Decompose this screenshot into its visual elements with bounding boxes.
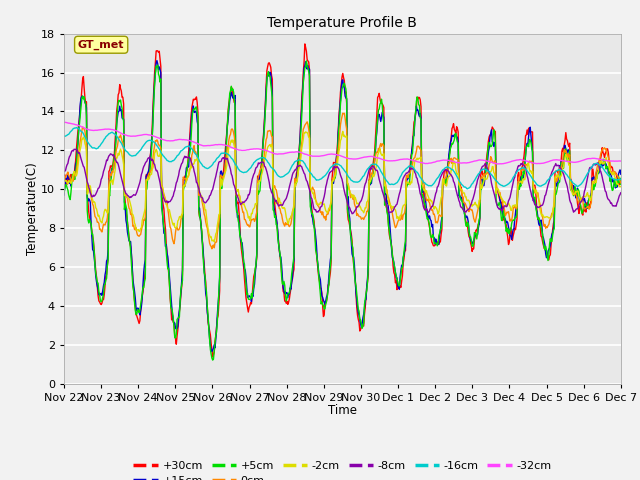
-8cm bbox=[128, 193, 136, 199]
Line: +30cm: +30cm bbox=[64, 44, 621, 357]
0cm bbox=[339, 110, 347, 116]
-32cm bbox=[411, 158, 419, 164]
-32cm bbox=[494, 161, 502, 167]
-32cm bbox=[428, 160, 435, 166]
+15cm bbox=[127, 250, 135, 256]
Y-axis label: Temperature(C): Temperature(C) bbox=[26, 162, 40, 255]
-32cm bbox=[185, 138, 193, 144]
-2cm bbox=[211, 239, 218, 244]
+30cm bbox=[617, 178, 625, 184]
-16cm bbox=[128, 153, 136, 159]
+30cm bbox=[412, 111, 419, 117]
-16cm bbox=[185, 143, 193, 149]
0cm bbox=[412, 152, 419, 157]
-8cm bbox=[71, 146, 79, 152]
+5cm bbox=[412, 107, 419, 113]
-8cm bbox=[70, 146, 78, 152]
-16cm bbox=[214, 155, 222, 160]
X-axis label: Time: Time bbox=[328, 405, 357, 418]
Line: -8cm: -8cm bbox=[64, 149, 621, 214]
-8cm bbox=[412, 171, 419, 177]
0cm bbox=[70, 173, 78, 179]
-16cm bbox=[72, 125, 80, 131]
-8cm bbox=[60, 168, 68, 174]
0cm bbox=[214, 225, 222, 230]
+15cm bbox=[215, 291, 223, 297]
0cm bbox=[127, 211, 135, 216]
-2cm bbox=[184, 175, 192, 180]
-2cm bbox=[428, 198, 436, 204]
+30cm bbox=[127, 252, 135, 257]
+30cm bbox=[184, 158, 192, 164]
-2cm bbox=[60, 175, 68, 181]
Legend: +30cm, +15cm, +5cm, 0cm, -2cm, -8cm, -16cm, -32cm: +30cm, +15cm, +5cm, 0cm, -2cm, -8cm, -16… bbox=[129, 456, 556, 480]
Line: 0cm: 0cm bbox=[64, 113, 621, 249]
Line: -32cm: -32cm bbox=[64, 122, 621, 164]
+5cm bbox=[214, 305, 222, 311]
+15cm bbox=[153, 58, 161, 63]
-2cm bbox=[412, 157, 419, 163]
-16cm bbox=[70, 125, 78, 131]
0cm bbox=[208, 246, 216, 252]
-16cm bbox=[463, 186, 471, 192]
Line: -2cm: -2cm bbox=[64, 132, 621, 241]
-8cm bbox=[428, 204, 436, 209]
0cm bbox=[184, 173, 192, 179]
+15cm bbox=[617, 171, 625, 177]
Line: +15cm: +15cm bbox=[64, 60, 621, 351]
-16cm bbox=[428, 183, 435, 189]
-2cm bbox=[617, 184, 625, 190]
-2cm bbox=[127, 205, 135, 211]
+30cm bbox=[60, 172, 68, 178]
0cm bbox=[617, 180, 625, 186]
-2cm bbox=[214, 218, 222, 224]
+5cm bbox=[617, 181, 625, 187]
+5cm bbox=[428, 235, 436, 240]
-8cm bbox=[617, 190, 625, 196]
+30cm bbox=[428, 239, 436, 245]
Line: -16cm: -16cm bbox=[64, 128, 621, 189]
Text: GT_met: GT_met bbox=[78, 40, 124, 50]
+5cm bbox=[184, 159, 192, 165]
+30cm bbox=[209, 354, 216, 360]
-32cm bbox=[128, 133, 136, 139]
-32cm bbox=[71, 121, 79, 127]
-8cm bbox=[185, 154, 193, 160]
0cm bbox=[428, 207, 436, 213]
+5cm bbox=[303, 58, 310, 64]
-32cm bbox=[61, 120, 68, 125]
+5cm bbox=[60, 190, 68, 195]
-32cm bbox=[60, 120, 68, 125]
+5cm bbox=[127, 261, 135, 266]
+30cm bbox=[214, 313, 222, 319]
-32cm bbox=[214, 142, 222, 147]
-8cm bbox=[348, 211, 356, 216]
+15cm bbox=[185, 164, 193, 169]
-32cm bbox=[617, 158, 625, 164]
+15cm bbox=[428, 224, 436, 230]
+15cm bbox=[412, 111, 419, 117]
0cm bbox=[60, 176, 68, 181]
Title: Temperature Profile B: Temperature Profile B bbox=[268, 16, 417, 30]
+15cm bbox=[208, 348, 216, 354]
+30cm bbox=[301, 41, 308, 47]
+15cm bbox=[60, 192, 68, 198]
-2cm bbox=[70, 168, 78, 174]
-16cm bbox=[60, 133, 68, 139]
-16cm bbox=[411, 167, 419, 173]
+30cm bbox=[70, 174, 78, 180]
-2cm bbox=[339, 129, 347, 134]
+5cm bbox=[70, 175, 78, 181]
-16cm bbox=[617, 176, 625, 182]
+15cm bbox=[70, 173, 78, 179]
-8cm bbox=[214, 162, 222, 168]
+5cm bbox=[209, 357, 216, 363]
Line: +5cm: +5cm bbox=[64, 61, 621, 360]
